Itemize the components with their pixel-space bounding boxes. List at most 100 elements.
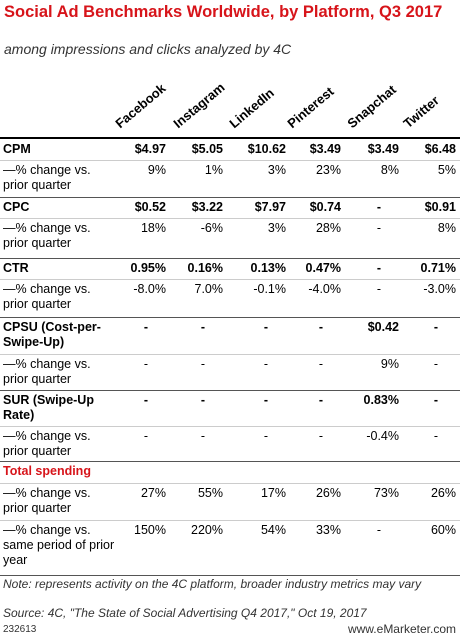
cell: - bbox=[200, 393, 206, 407]
cell: 55% bbox=[197, 486, 223, 500]
row-label: CPM bbox=[3, 142, 31, 156]
cell: 28% bbox=[315, 221, 341, 235]
cell: 17% bbox=[260, 486, 286, 500]
cell: $7.97 bbox=[254, 200, 286, 214]
cell: - bbox=[143, 429, 149, 443]
cell: $0.74 bbox=[309, 200, 341, 214]
rule bbox=[0, 317, 460, 318]
cell: - bbox=[263, 429, 269, 443]
cell: - bbox=[433, 393, 439, 407]
cell: $6.48 bbox=[424, 142, 456, 156]
cell: 0.95% bbox=[130, 261, 166, 275]
cell: - bbox=[433, 357, 439, 371]
cell: 0.71% bbox=[420, 261, 456, 275]
cell: 0.16% bbox=[187, 261, 223, 275]
cell: 0.83% bbox=[363, 393, 399, 407]
cell: -6% bbox=[200, 221, 223, 235]
cell: $3.49 bbox=[367, 142, 399, 156]
cell: 60% bbox=[430, 523, 456, 537]
row-label: —% change vs. prior quarter bbox=[3, 486, 91, 515]
cell: - bbox=[263, 393, 269, 407]
rule bbox=[0, 258, 460, 259]
row-label: —% change vs. prior quarter bbox=[3, 282, 91, 311]
cell: -4.0% bbox=[308, 282, 341, 296]
title: Social Ad Benchmarks Worldwide, by Platf… bbox=[4, 3, 443, 21]
row-label: Total spending bbox=[3, 464, 91, 478]
row-label: CTR bbox=[3, 261, 29, 275]
cell: 33% bbox=[315, 523, 341, 537]
row-label: —% change vs. prior quarter bbox=[3, 357, 91, 386]
cell: 3% bbox=[267, 221, 286, 235]
note: Note: represents activity on the 4C plat… bbox=[3, 577, 422, 591]
rule bbox=[0, 390, 460, 391]
cell: - bbox=[376, 282, 382, 296]
row-label: —% change vs. same period of prior year bbox=[3, 523, 115, 567]
column-header: LinkedIn bbox=[226, 85, 277, 131]
cell: 0.47% bbox=[305, 261, 341, 275]
column-header: Instagram bbox=[170, 79, 228, 131]
row-label: —% change vs. prior quarter bbox=[3, 221, 91, 250]
cell: 220% bbox=[191, 523, 223, 537]
rule bbox=[0, 426, 460, 427]
cell: 0.13% bbox=[250, 261, 286, 275]
cell: $5.05 bbox=[191, 142, 223, 156]
rule bbox=[0, 354, 460, 355]
cell: - bbox=[143, 393, 149, 407]
cell: - bbox=[318, 357, 324, 371]
cell: - bbox=[200, 429, 206, 443]
column-header: Snapchat bbox=[344, 81, 399, 131]
cell: $4.97 bbox=[134, 142, 166, 156]
cell: -0.4% bbox=[366, 429, 399, 443]
cell: 150% bbox=[134, 523, 166, 537]
cell: - bbox=[143, 357, 149, 371]
cell: -0.1% bbox=[253, 282, 286, 296]
cell: 23% bbox=[315, 163, 341, 177]
cell: - bbox=[318, 393, 324, 407]
cell: 7.0% bbox=[194, 282, 224, 296]
column-header: Pinterest bbox=[284, 83, 337, 131]
cell: - bbox=[263, 320, 269, 334]
rule bbox=[0, 218, 460, 219]
cell: - bbox=[376, 200, 382, 214]
cell: 9% bbox=[147, 163, 166, 177]
cell: -8.0% bbox=[133, 282, 166, 296]
cell: - bbox=[318, 320, 324, 334]
cell: - bbox=[263, 357, 269, 371]
cell: $0.42 bbox=[367, 320, 399, 334]
cell: - bbox=[376, 523, 382, 537]
column-header: Twitter bbox=[400, 92, 442, 131]
cell: -3.0% bbox=[423, 282, 456, 296]
row-label: CPC bbox=[3, 200, 30, 214]
subtitle: among impressions and clicks analyzed by… bbox=[4, 41, 292, 57]
cell: $3.49 bbox=[309, 142, 341, 156]
cell: 1% bbox=[204, 163, 223, 177]
cell: 18% bbox=[140, 221, 166, 235]
cell: 8% bbox=[437, 221, 456, 235]
cell: - bbox=[433, 320, 439, 334]
cell: $3.22 bbox=[191, 200, 223, 214]
cell: 9% bbox=[380, 357, 399, 371]
cell: - bbox=[376, 261, 382, 275]
rule bbox=[0, 520, 460, 521]
site: www.eMarketer.com bbox=[347, 622, 456, 636]
cell: 5% bbox=[437, 163, 456, 177]
cell: 3% bbox=[267, 163, 286, 177]
source: Source: 4C, "The State of Social Adverti… bbox=[3, 606, 367, 620]
row-label: —% change vs. prior quarter bbox=[3, 429, 91, 458]
column-header: Facebook bbox=[112, 80, 169, 131]
row-label: SUR (Swipe-Up Rate) bbox=[3, 393, 94, 422]
cell: 27% bbox=[140, 486, 166, 500]
row-label: —% change vs. prior quarter bbox=[3, 163, 91, 192]
row-label: CPSU (Cost-per-Swipe-Up) bbox=[3, 320, 101, 349]
chart-id: 232613 bbox=[3, 624, 37, 635]
cell: 8% bbox=[380, 163, 399, 177]
rule bbox=[0, 279, 460, 280]
cell: $10.62 bbox=[247, 142, 286, 156]
cell: $0.91 bbox=[424, 200, 456, 214]
cell: 26% bbox=[315, 486, 341, 500]
cell: - bbox=[200, 320, 206, 334]
cell: 54% bbox=[260, 523, 286, 537]
rule bbox=[0, 197, 460, 198]
rule bbox=[0, 137, 460, 139]
